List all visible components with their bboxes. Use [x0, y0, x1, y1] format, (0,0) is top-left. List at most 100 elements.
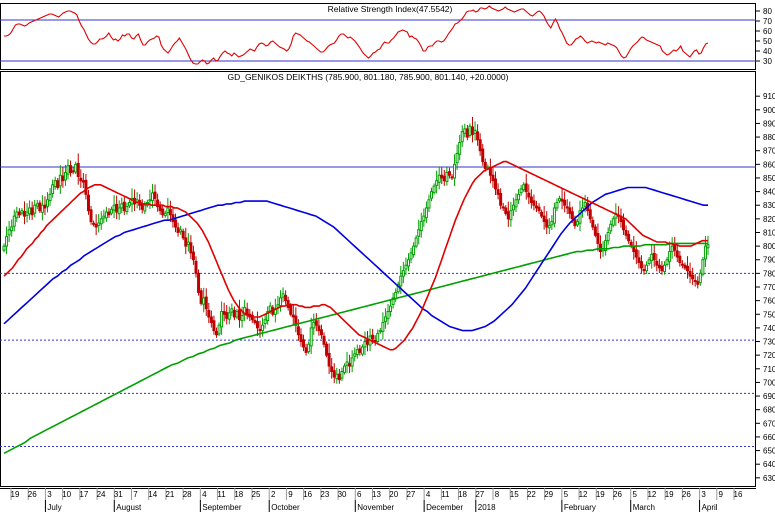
- candle-body: [156, 199, 160, 208]
- candle-body: [174, 219, 178, 228]
- candle-body: [547, 225, 551, 229]
- candle-body: [401, 270, 405, 277]
- price-y-tick-label: 770: [763, 283, 775, 292]
- rsi-series: [4, 5, 709, 65]
- price-y-tick-label: 750: [763, 310, 775, 319]
- candle-body: [496, 189, 500, 195]
- candle-body: [48, 193, 52, 202]
- candle-body: [668, 251, 672, 262]
- price-y-tick-label: 880: [763, 133, 775, 142]
- candle-body: [38, 202, 42, 212]
- candle-body: [609, 223, 613, 232]
- x-day-label: 4: [202, 490, 207, 499]
- candle-body: [488, 168, 492, 176]
- candle-body: [591, 219, 595, 228]
- candle-body: [20, 210, 24, 214]
- candle-body: [468, 125, 472, 136]
- candle-body: [568, 207, 572, 214]
- candle-body: [319, 329, 323, 336]
- candle-body: [299, 334, 303, 343]
- x-day-label: 28: [183, 490, 192, 499]
- candle-body: [453, 163, 457, 179]
- candle-body: [97, 222, 101, 226]
- candle-body: [325, 343, 329, 356]
- candle-body: [148, 199, 152, 202]
- candle-body: [181, 230, 185, 239]
- candle-body: [532, 200, 536, 206]
- candle-body: [230, 308, 234, 313]
- candle-body: [670, 245, 674, 253]
- candle-body: [140, 203, 144, 210]
- candle-body: [412, 245, 416, 256]
- candle-body: [179, 229, 183, 233]
- candle-body: [386, 311, 390, 320]
- candle-body: [622, 219, 626, 231]
- price-y-tick-label: 630: [763, 474, 775, 483]
- candle-body: [604, 240, 608, 251]
- rsi-reference-lines: [0, 19, 756, 62]
- candle-body: [291, 314, 295, 318]
- rsi-y-tick-label: 70: [763, 17, 772, 26]
- x-day-label: 10: [62, 490, 71, 499]
- x-day-label: 2: [271, 490, 276, 499]
- x-day-label: 6: [357, 490, 362, 499]
- candle-body: [302, 339, 306, 348]
- candle-body: [22, 210, 26, 217]
- candle-body: [686, 265, 690, 272]
- x-month-label: February: [564, 503, 596, 512]
- candle-body: [337, 373, 341, 381]
- x-day-label: 12: [647, 490, 656, 499]
- candle-body: [404, 264, 408, 270]
- x-day-label: 9: [288, 490, 293, 499]
- candle-body: [424, 207, 428, 219]
- moving-average-series: [3, 160, 708, 455]
- candle-body: [578, 210, 582, 224]
- x-month-label: September: [202, 503, 241, 512]
- candle-body: [596, 233, 600, 244]
- candle-body: [191, 251, 195, 261]
- candle-body: [76, 163, 80, 178]
- candle-body: [322, 335, 326, 345]
- candle-body: [345, 361, 349, 366]
- candle-body: [117, 207, 121, 215]
- candle-body: [445, 172, 449, 183]
- candle-body: [115, 203, 119, 213]
- candle-body: [130, 197, 134, 205]
- candle-body: [12, 215, 16, 227]
- price-y-tick-label: 810: [763, 228, 775, 237]
- candle-body: [284, 294, 288, 302]
- x-day-label: 18: [234, 490, 243, 499]
- x-month-label: March: [633, 503, 655, 512]
- x-day-label: 11: [441, 490, 450, 499]
- price-y-tick-label: 870: [763, 147, 775, 156]
- candle-body: [570, 211, 574, 220]
- candle-body: [107, 211, 111, 216]
- candle-body: [701, 259, 705, 275]
- candle-body: [81, 180, 85, 183]
- price-y-tick-label: 730: [763, 338, 775, 347]
- x-month-label: October: [271, 503, 300, 512]
- candle-body: [222, 311, 226, 315]
- x-day-label: 3: [701, 490, 706, 499]
- candle-body: [28, 207, 32, 215]
- candle-body: [33, 204, 37, 214]
- candle-body: [696, 281, 700, 285]
- candle-body: [350, 357, 354, 367]
- candle-body: [5, 236, 9, 247]
- candle-body: [593, 226, 597, 236]
- candle-body: [440, 174, 444, 179]
- price-y-tick-label: 910: [763, 92, 775, 101]
- candle-body: [588, 209, 592, 220]
- candle-body: [660, 265, 664, 272]
- x-axis: 19 26 3 10 17 24 31 7 14 21 28 4 11 18 25 2 9 16 23 30 6 13 20…: [10, 488, 743, 512]
- candle-body: [486, 166, 490, 169]
- candle-body: [56, 180, 60, 189]
- candle-body: [258, 329, 262, 332]
- candle-body: [58, 174, 62, 187]
- candle-body: [447, 171, 451, 176]
- candle-body: [524, 183, 528, 193]
- x-month-label: April: [702, 503, 718, 512]
- candle-body: [529, 196, 533, 203]
